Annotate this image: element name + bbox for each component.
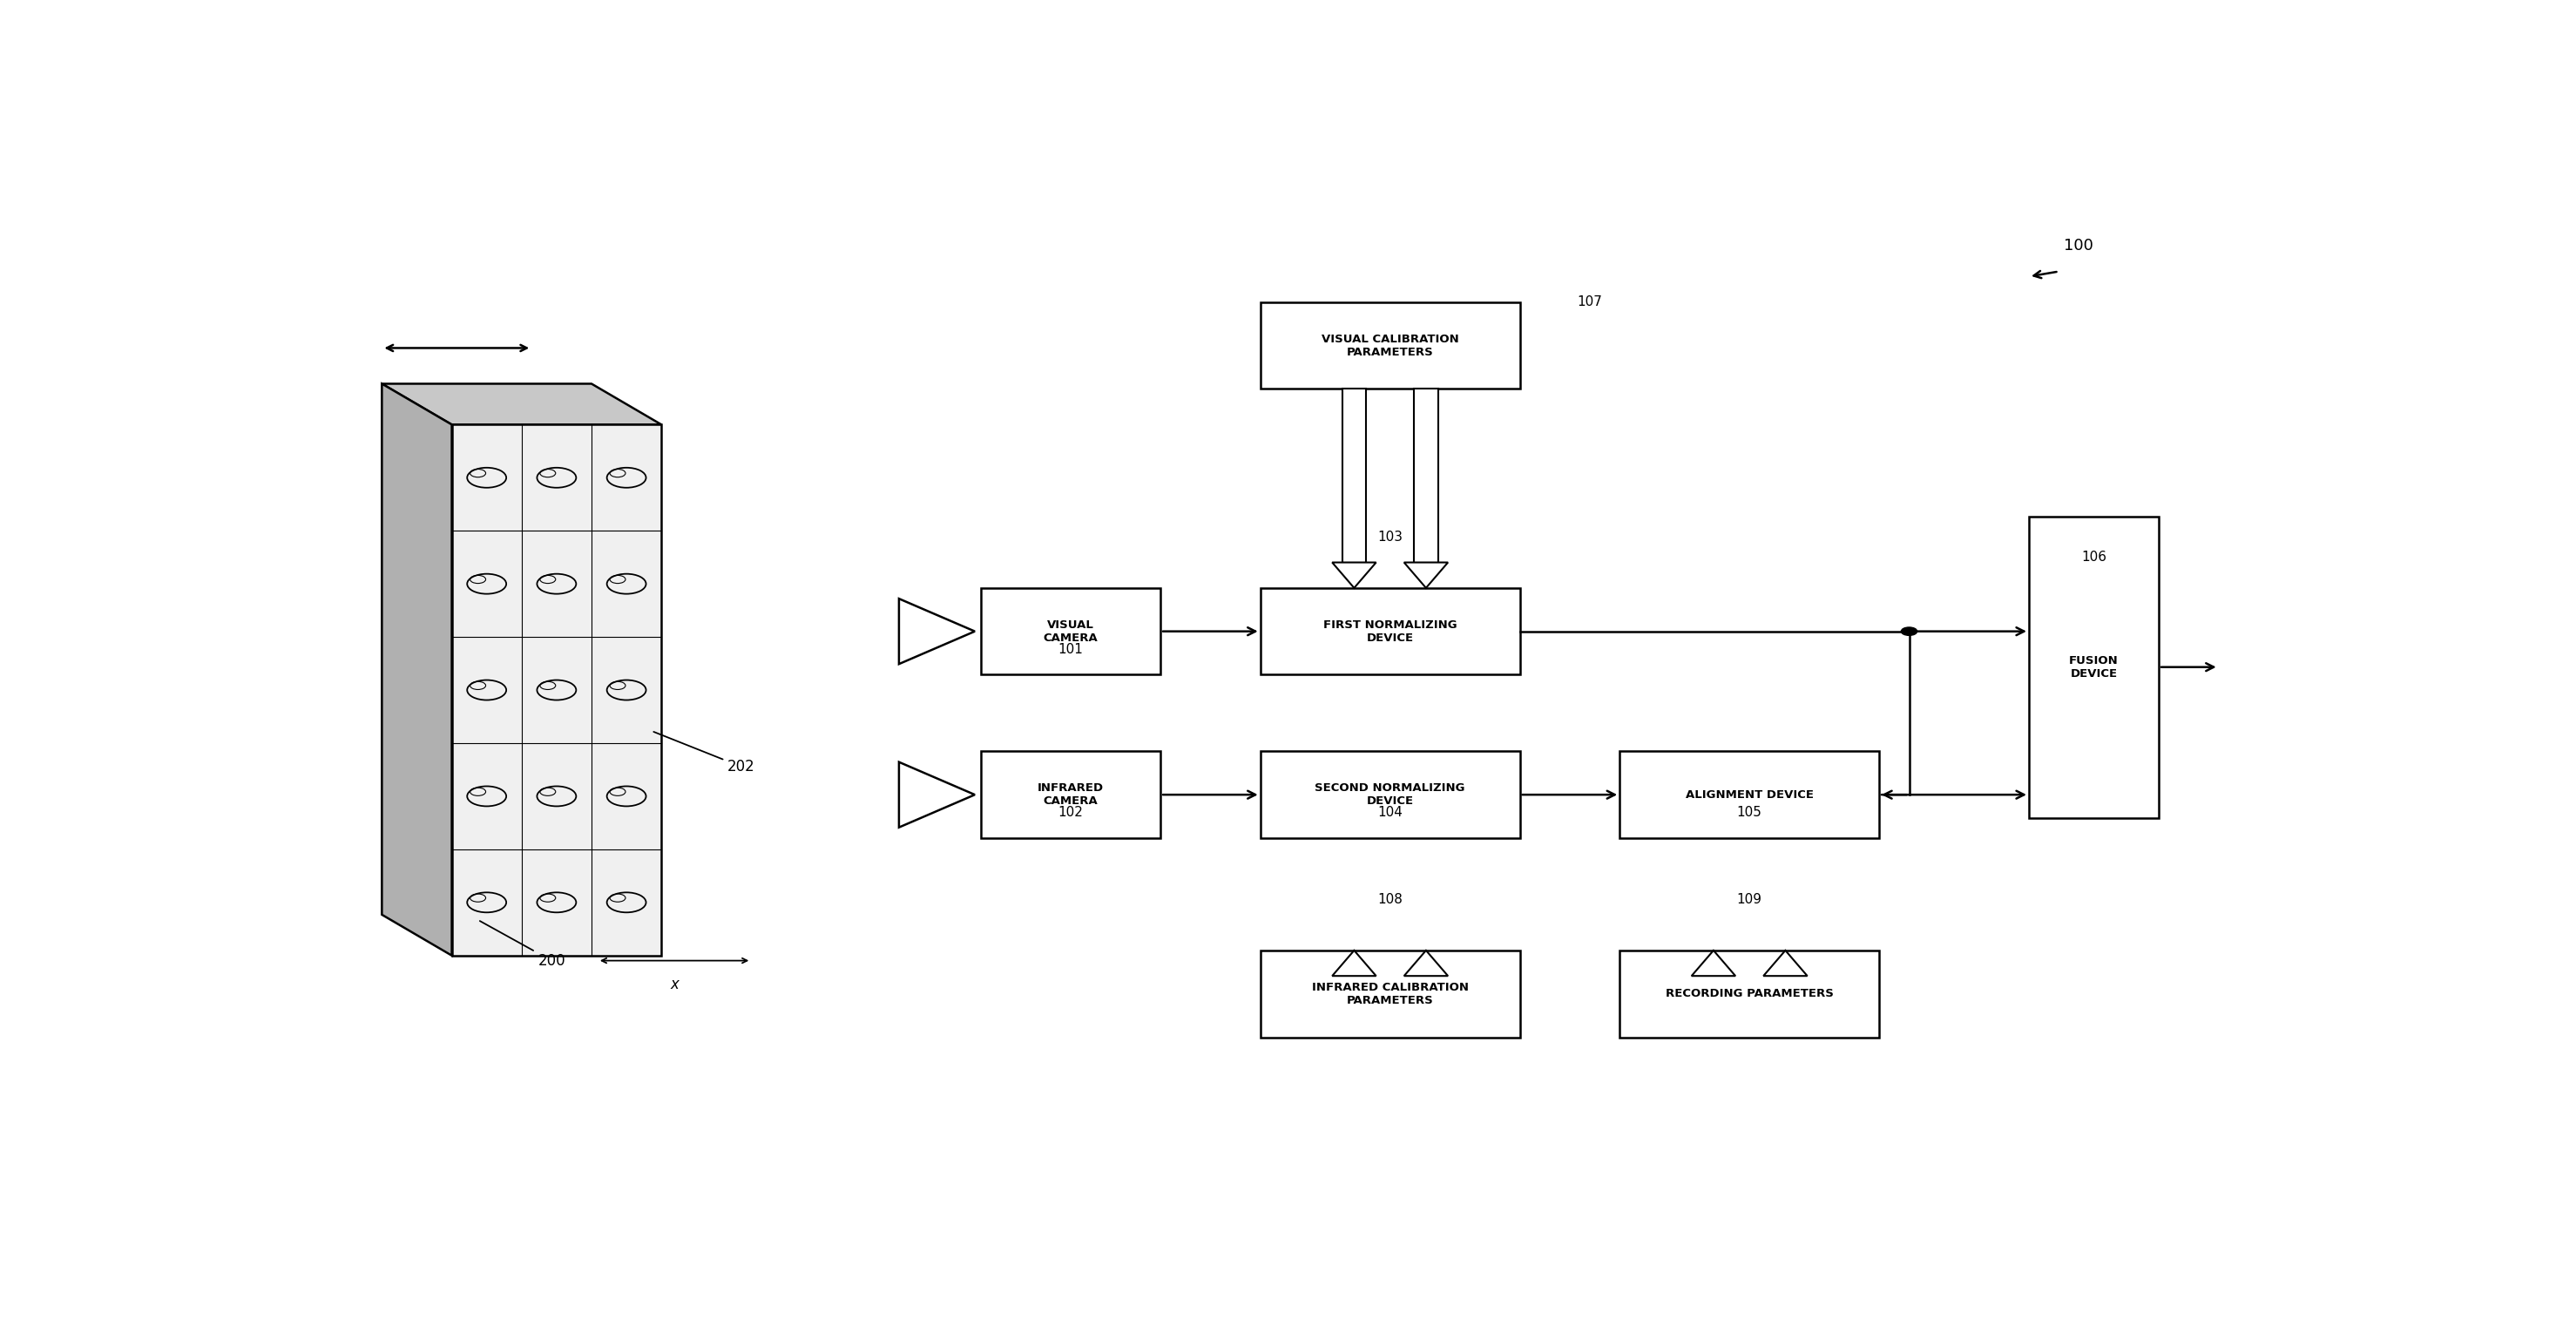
Text: 104: 104 (1378, 806, 1404, 819)
Bar (2030, 516, 2159, 818)
Text: 101: 101 (1059, 643, 1084, 656)
Text: 100: 100 (2063, 239, 2094, 253)
Text: FUSION
DEVICE: FUSION DEVICE (2069, 655, 2117, 679)
Text: INFRARED
CAMERA: INFRARED CAMERA (1038, 782, 1103, 808)
Bar (1620, 752, 1878, 838)
Text: VISUAL
CAMERA: VISUAL CAMERA (1043, 619, 1097, 643)
Bar (981, 752, 1162, 838)
Polygon shape (1332, 951, 1376, 976)
Bar (1620, 951, 1878, 1037)
Polygon shape (1404, 951, 1448, 976)
Text: FIRST NORMALIZING
DEVICE: FIRST NORMALIZING DEVICE (1324, 619, 1458, 643)
Text: 200: 200 (479, 922, 564, 968)
Text: 202: 202 (654, 732, 755, 774)
Polygon shape (1332, 562, 1376, 587)
Bar (1260, 951, 1520, 1037)
Polygon shape (1692, 951, 1736, 976)
Text: INFRARED CALIBRATION
PARAMETERS: INFRARED CALIBRATION PARAMETERS (1311, 981, 1468, 1006)
Text: RECORDING PARAMETERS: RECORDING PARAMETERS (1667, 988, 1834, 1000)
Bar (1260, 302, 1520, 389)
Polygon shape (451, 424, 662, 956)
Polygon shape (899, 762, 974, 827)
Polygon shape (899, 598, 974, 664)
Text: 109: 109 (1736, 892, 1762, 906)
Text: VISUAL CALIBRATION
PARAMETERS: VISUAL CALIBRATION PARAMETERS (1321, 333, 1458, 358)
Text: 105: 105 (1736, 806, 1762, 819)
Bar (1414, 389, 1437, 562)
Polygon shape (1765, 951, 1808, 976)
Text: x: x (670, 976, 677, 992)
Bar (981, 587, 1162, 675)
Polygon shape (1404, 562, 1448, 587)
Text: SECOND NORMALIZING
DEVICE: SECOND NORMALIZING DEVICE (1314, 782, 1466, 808)
Polygon shape (381, 383, 451, 956)
Circle shape (1901, 627, 1917, 635)
Bar (1260, 752, 1520, 838)
Text: 106: 106 (2081, 550, 2107, 564)
Text: 107: 107 (1577, 296, 1602, 309)
Polygon shape (381, 383, 662, 424)
Bar (1342, 389, 1365, 562)
Text: 103: 103 (1378, 530, 1404, 544)
Text: 108: 108 (1378, 892, 1404, 906)
Text: ALIGNMENT DEVICE: ALIGNMENT DEVICE (1685, 789, 1814, 801)
Text: 102: 102 (1059, 806, 1084, 819)
Bar (1260, 587, 1520, 675)
